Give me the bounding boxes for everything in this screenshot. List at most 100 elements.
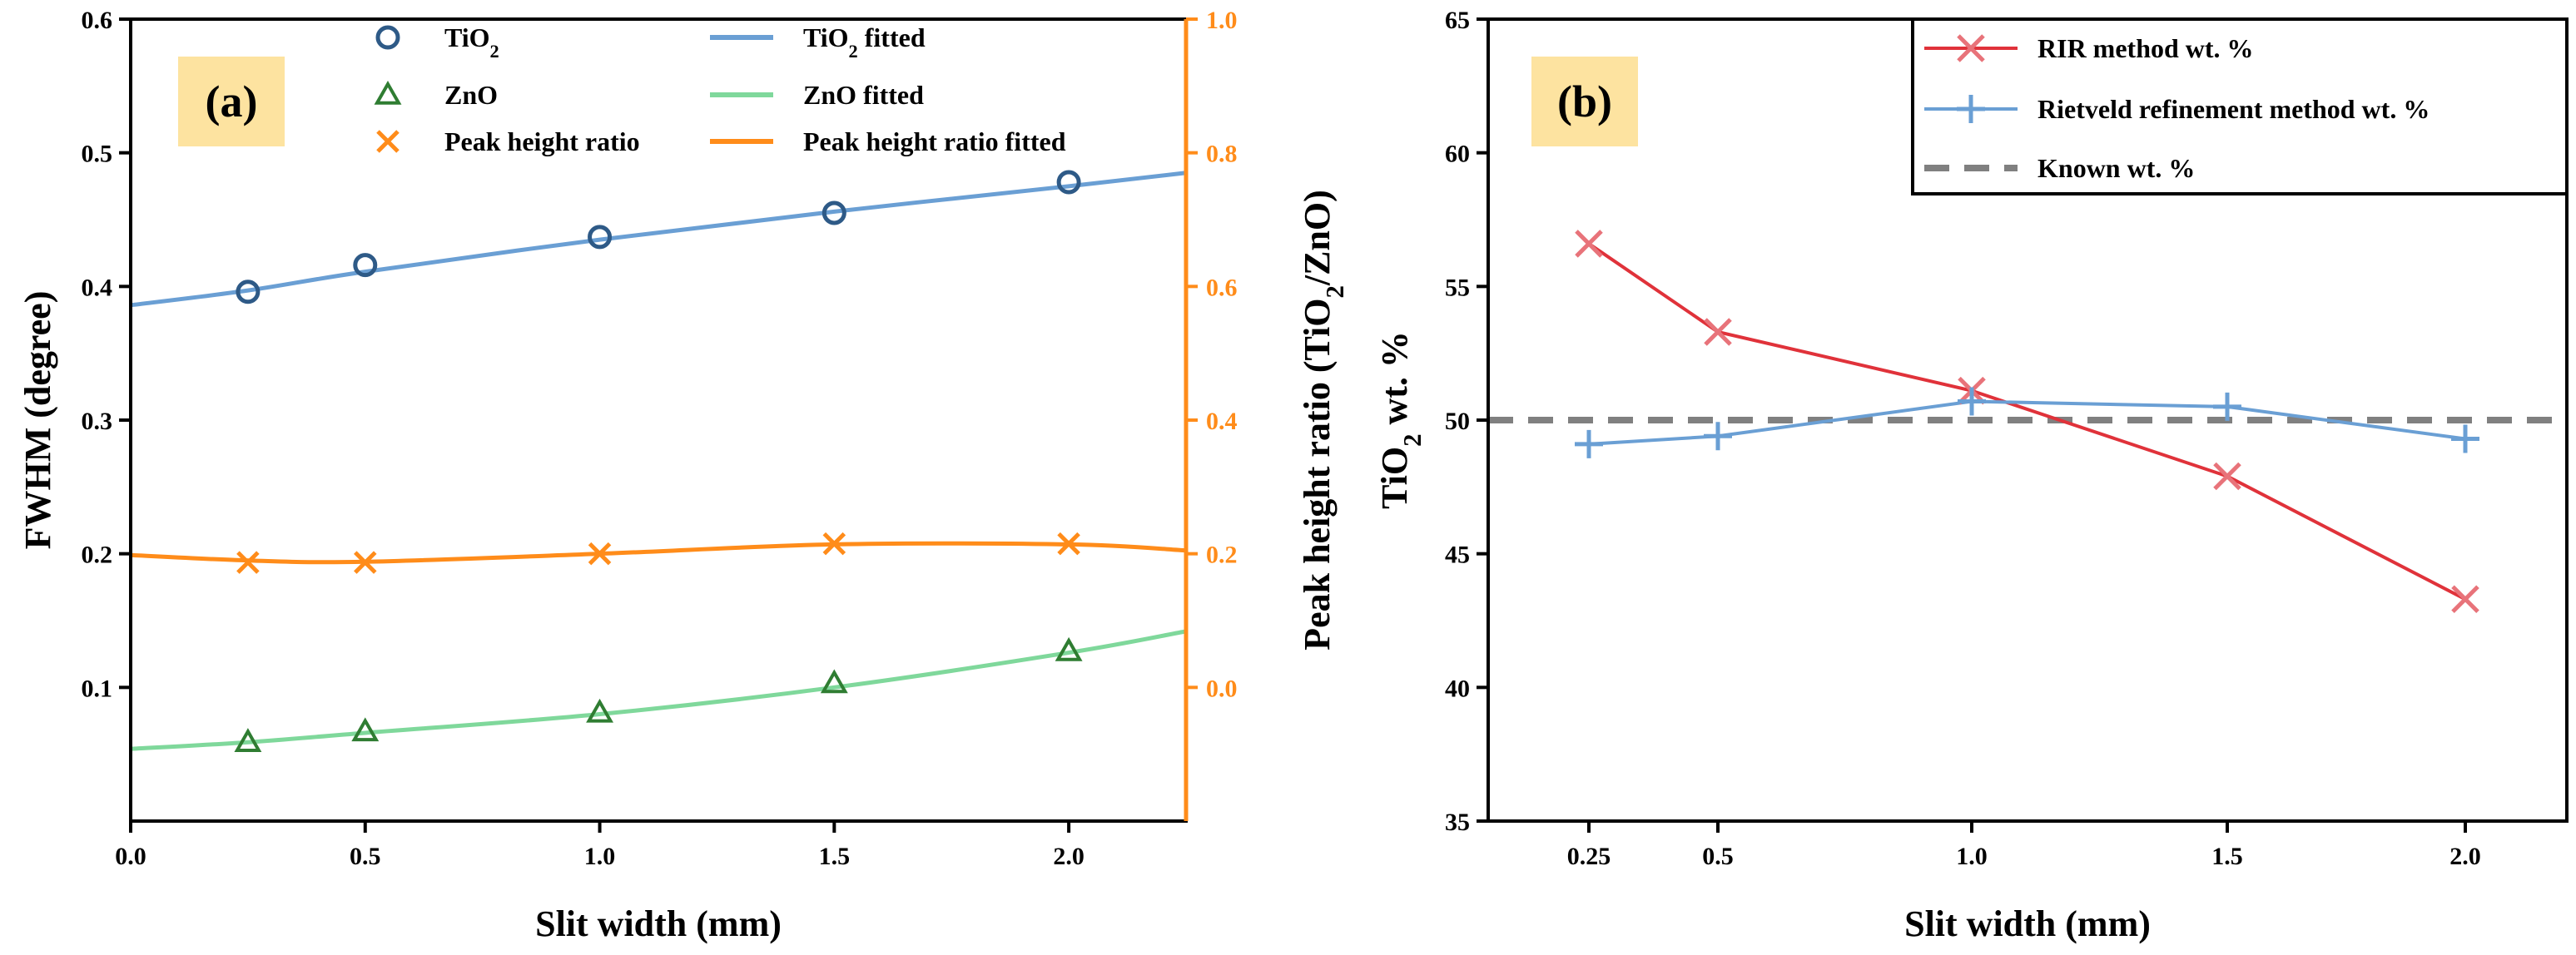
panel-b-xtick-label: 2.0: [2449, 843, 2481, 870]
legend-b-text: Known wt. %: [2037, 153, 2195, 183]
ratio-point: [236, 551, 260, 574]
ylabel-b-part: TiO: [1374, 447, 1415, 509]
panel-a-ytick-label: 0.5: [82, 141, 113, 168]
zno-point: [234, 728, 262, 752]
ylabel-right-suffix: /ZnO): [1297, 190, 1338, 286]
rietveld-point: [1575, 429, 1603, 458]
panel-a-ytick-right-label: 0.2: [1206, 542, 1238, 569]
panel-b-ytick-label: 60: [1445, 141, 1470, 168]
legend-a-text-tio2: TiO2: [444, 22, 499, 62]
panel-a-ytick-label: 0.4: [82, 274, 113, 301]
panel-b-legend: RIR method wt. % Rietveld refinement meth…: [1911, 17, 2569, 195]
ylabel-right-sub: 2: [1321, 285, 1349, 298]
legend-b-rietveld-marker: [1957, 95, 1985, 123]
panel-b-ytick-label: 45: [1445, 542, 1470, 569]
legend-a-marker-tio2: [375, 25, 400, 50]
legend-b-text: RIR method wt. %: [2037, 33, 2254, 63]
panel-a-label-box: [178, 57, 285, 146]
legend-a-text-zno: ZnO: [444, 80, 498, 110]
legend-b-text: Rietveld refinement method wt. %: [2037, 94, 2430, 124]
panel-b-ytick-label: 55: [1445, 274, 1470, 301]
panel-b-label-box: [1531, 57, 1638, 146]
panel-b: 0.25 0.5 1.0 1.5 2.0 35 40 45 50 55 60 65 RIR metho…: [1374, 7, 2569, 944]
panel-a-ytick-right-label: 0.8: [1206, 141, 1238, 168]
ylabel-b-sub: 2: [1398, 434, 1427, 447]
zno-point: [820, 669, 848, 694]
panel-a-ytick-right-label: 0.4: [1206, 408, 1238, 435]
panel-b-ytick-label: 35: [1445, 809, 1470, 836]
legend-b-rir-marker: [1957, 34, 1985, 62]
panel-a-xtick-label: 1.0: [584, 843, 616, 870]
zno-point: [1055, 636, 1083, 661]
legend-a-marker-zno: [374, 80, 402, 105]
panel-a-ylabel: FWHM (degree): [17, 291, 58, 550]
legend-b-box: [1911, 17, 2569, 195]
panel-a-ytick-label: 0.1: [82, 675, 113, 702]
legend-a-marker-ratio: [376, 130, 400, 153]
legend-a-text-ratio-part: Peak height ratio: [444, 126, 640, 156]
legend-a-text-tio2_fit-part: TiO: [803, 22, 849, 52]
tio2-point: [588, 225, 613, 250]
rir-point: [2451, 585, 2479, 614]
tio2-fit-line: [130, 171, 1187, 308]
tio2-point: [353, 253, 378, 278]
rietveld-point: [2213, 392, 2241, 421]
zno-point: [586, 698, 614, 723]
legend-a-text-zno_fit-part: ZnO fitted: [803, 80, 924, 110]
legend-a-text-tio2_fit: TiO2 fitted: [803, 22, 926, 62]
panel-a: 0.0 0.5 1.0 1.5 2.0 0.1 0.2 0.3 0.4 0.5 0.6 0.0 0.2 0…: [17, 7, 1349, 944]
legend-a-text-ratio_fit: Peak height ratio fitted: [803, 126, 1066, 156]
panel-a-xlabel: Slit width (mm): [535, 903, 782, 944]
legend-a-text-tio2-sub: 2: [490, 41, 499, 62]
panel-a-ytick-right-label: 0.6: [1206, 274, 1238, 301]
panel-b-ytick-label: 50: [1445, 408, 1470, 435]
zno-fit-line: [130, 629, 1187, 751]
panel-b-ytick-label: 65: [1445, 7, 1470, 34]
legend-a-text-zno-part: ZnO: [444, 80, 498, 110]
legend-a-text-zno_fit: ZnO fitted: [803, 80, 924, 110]
rir-point: [1704, 318, 1732, 346]
rietveld-point: [2451, 424, 2479, 453]
panel-a-xtick-label: 0.0: [115, 843, 146, 870]
panel-b-xtick-label: 1.5: [2211, 843, 2243, 870]
panel-b-xtick-label: 1.0: [1956, 843, 1988, 870]
ylabel-b-suffix: wt. %: [1374, 331, 1415, 433]
zno-point: [351, 717, 380, 742]
ylabel-right-part: Peak height ratio (TiO: [1297, 299, 1338, 651]
panel-b-xtick-label: 0.25: [1567, 843, 1611, 870]
ratio-point: [588, 542, 612, 566]
panel-a-xtick-label: 0.5: [350, 843, 381, 870]
panel-a-label: (a): [206, 77, 258, 126]
panel-a-ytick-label: 0.6: [82, 7, 113, 34]
tio2-point: [821, 200, 846, 225]
panel-b-ylabel: TiO2 wt. %: [1374, 331, 1427, 509]
rir-point: [2213, 462, 2241, 491]
legend-a-text-ratio: Peak height ratio: [444, 126, 640, 156]
ratio-point: [1057, 532, 1080, 556]
legend-a-text-tio2_fit-sub: 2: [849, 41, 858, 62]
panel-b-ytick-label: 40: [1445, 675, 1470, 702]
panel-b-xlabel: Slit width (mm): [1904, 903, 2151, 944]
panel-a-ylabel-right: Peak height ratio (TiO2/ZnO): [1297, 190, 1349, 651]
rietveld-point: [1958, 387, 1986, 416]
panel-a-xtick-label: 2.0: [1053, 843, 1085, 870]
ratio-point: [354, 551, 377, 574]
panel-a-ytick-label: 0.2: [82, 542, 113, 569]
ratio-point: [822, 532, 846, 556]
tio2-point: [1056, 170, 1081, 195]
panel-a-fit-lines: [130, 171, 1187, 751]
panel-a-xtick-label: 1.5: [819, 843, 851, 870]
panel-b-label: (b): [1557, 77, 1612, 126]
panel-a-ytick-right-label: 1.0: [1206, 7, 1238, 34]
panel-b-xtick-label: 0.5: [1702, 843, 1734, 870]
ratio-fit-line: [130, 541, 1187, 565]
legend-a-text-ratio_fit-part: Peak height ratio fitted: [803, 126, 1066, 156]
panel-a-ytick-label: 0.3: [82, 408, 113, 435]
tio2-point: [236, 280, 261, 304]
rir-point: [1575, 230, 1603, 258]
legend-a-text-tio2_fit-suffix: fitted: [858, 22, 926, 52]
rietveld-point: [1704, 422, 1732, 451]
legend-a-text-tio2-part: TiO: [444, 22, 490, 52]
